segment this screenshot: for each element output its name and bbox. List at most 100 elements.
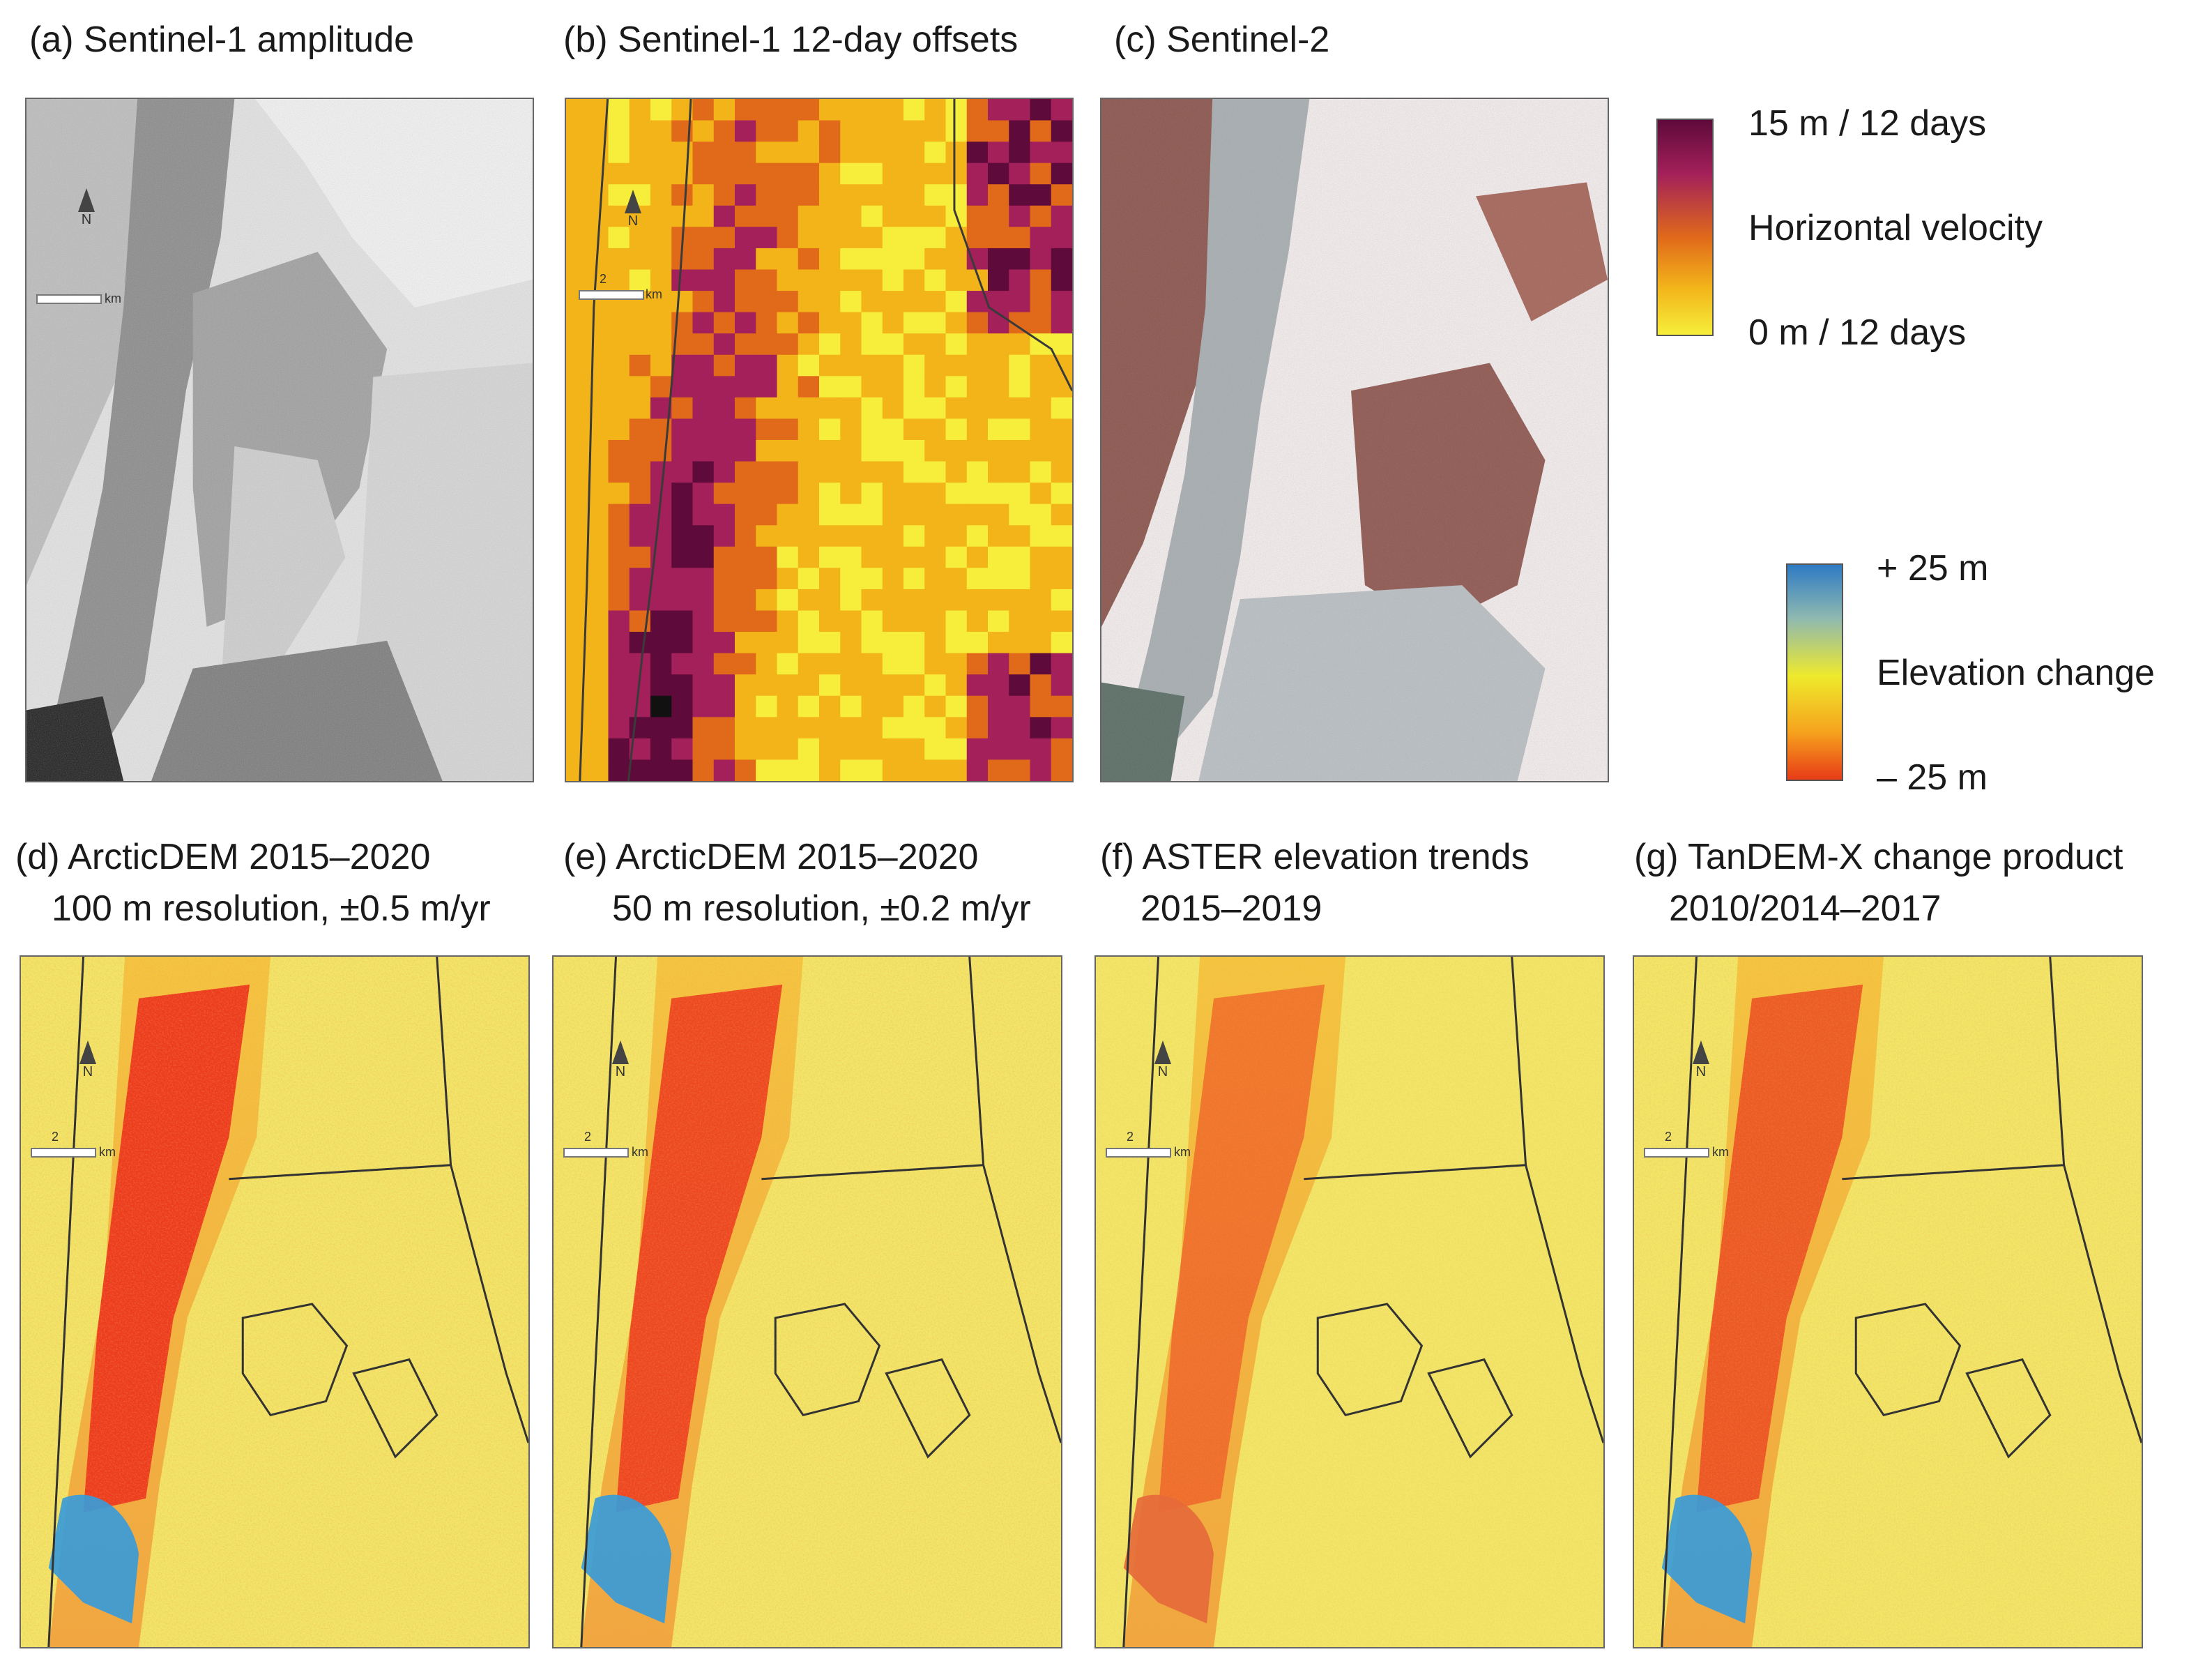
- velocity-pixel: [650, 610, 672, 632]
- velocity-pixel: [713, 205, 735, 227]
- velocity-pixel: [608, 695, 630, 718]
- velocity-pixel: [966, 205, 989, 227]
- velocity-pixel: [798, 205, 820, 227]
- velocity-pixel: [903, 461, 925, 483]
- velocity-pixel: [650, 674, 672, 697]
- velocity-pixel: [777, 376, 799, 398]
- velocity-pixel: [756, 717, 778, 739]
- velocity-pixel: [1051, 653, 1072, 675]
- scale-bar: [579, 290, 644, 300]
- velocity-pixel: [945, 184, 968, 206]
- velocity-pixel: [713, 333, 735, 356]
- velocity-pixel: [777, 717, 799, 739]
- velocity-pixel: [650, 738, 672, 761]
- velocity-pixel: [587, 184, 609, 206]
- velocity-pixel: [756, 610, 778, 632]
- velocity-pixel: [945, 589, 968, 612]
- velocity-pixel: [608, 525, 630, 547]
- velocity-pixel: [861, 333, 883, 356]
- velocity-pixel: [988, 248, 1009, 271]
- velocity-pixel: [587, 503, 609, 526]
- elevation-legend-max: + 25 m: [1877, 548, 1989, 589]
- velocity-pixel: [924, 610, 947, 632]
- velocity-pixel: [819, 142, 841, 164]
- scale-unit: km: [646, 287, 662, 301]
- velocity-pixel: [756, 120, 778, 142]
- velocity-pixel: [1009, 291, 1031, 313]
- velocity-pixel: [692, 653, 715, 675]
- velocity-pixel: [988, 695, 1009, 718]
- velocity-pixel: [587, 632, 609, 654]
- velocity-pixel: [1051, 312, 1072, 334]
- velocity-pixel: [966, 184, 989, 206]
- velocity-pixel: [587, 312, 609, 334]
- velocity-pixel: [819, 568, 841, 590]
- velocity-pixel: [713, 440, 735, 462]
- velocity-pixel: [903, 162, 925, 185]
- scale-unit: km: [1712, 1145, 1729, 1159]
- velocity-pixel: [882, 589, 904, 612]
- velocity-pixel: [671, 269, 694, 291]
- velocity-pixel: [692, 503, 715, 526]
- velocity-pixel: [777, 162, 799, 185]
- velocity-pixel: [840, 142, 862, 164]
- velocity-pixel: [756, 440, 778, 462]
- velocity-pixel: [777, 674, 799, 697]
- velocity-pixel: [1051, 717, 1072, 739]
- velocity-pixel: [966, 120, 989, 142]
- velocity-pixel: [966, 397, 989, 420]
- velocity-pixel: [566, 418, 588, 441]
- velocity-pixel: [735, 354, 756, 377]
- velocity-pixel: [798, 589, 820, 612]
- velocity-pixel: [861, 376, 883, 398]
- velocity-pixel: [1051, 291, 1072, 313]
- velocity-pixel: [650, 120, 672, 142]
- velocity-pixel: [1009, 759, 1031, 781]
- velocity-pixel: [608, 503, 630, 526]
- velocity-pixel: [608, 461, 630, 483]
- velocity-pixel: [713, 227, 735, 249]
- velocity-pixel: [988, 397, 1009, 420]
- velocity-pixel: [777, 120, 799, 142]
- velocity-pixel: [1051, 184, 1072, 206]
- velocity-pixel: [608, 227, 630, 249]
- velocity-pixel: [882, 461, 904, 483]
- north-arrow-icon: N: [1687, 1040, 1715, 1080]
- velocity-pixel: [945, 120, 968, 142]
- velocity-pixel: [1009, 99, 1031, 121]
- velocity-pixel: [798, 738, 820, 761]
- velocity-pixel: [587, 610, 609, 632]
- velocity-pixel: [903, 503, 925, 526]
- velocity-pixel: [819, 632, 841, 654]
- velocity-pixel: [882, 291, 904, 313]
- velocity-pixel: [735, 418, 756, 441]
- velocity-pixel: [713, 632, 735, 654]
- velocity-pixel: [735, 248, 756, 271]
- velocity-pixel: [777, 248, 799, 271]
- velocity-pixel: [988, 568, 1009, 590]
- velocity-pixel: [587, 269, 609, 291]
- velocity-pixel: [650, 695, 672, 718]
- velocity-pixel: [735, 376, 756, 398]
- velocity-pixel: [608, 418, 630, 441]
- velocity-pixel: [629, 376, 651, 398]
- velocity-pixel: [903, 653, 925, 675]
- velocity-pixel: [777, 227, 799, 249]
- velocity-pixel: [692, 397, 715, 420]
- panel-a-title: (a) Sentinel-1 amplitude: [29, 20, 415, 60]
- velocity-pixel: [756, 99, 778, 121]
- velocity-pixel: [988, 120, 1009, 142]
- velocity-pixel: [988, 461, 1009, 483]
- velocity-pixel: [713, 653, 735, 675]
- velocity-pixel: [1009, 227, 1031, 249]
- velocity-pixel: [882, 568, 904, 590]
- velocity-pixel: [988, 503, 1009, 526]
- velocity-pixel: [819, 291, 841, 313]
- velocity-pixel: [777, 291, 799, 313]
- velocity-pixel: [1051, 142, 1072, 164]
- velocity-pixel: [1009, 738, 1031, 761]
- velocity-pixel: [798, 461, 820, 483]
- velocity-pixel: [650, 99, 672, 121]
- velocity-pixel: [798, 503, 820, 526]
- velocity-pixel: [566, 354, 588, 377]
